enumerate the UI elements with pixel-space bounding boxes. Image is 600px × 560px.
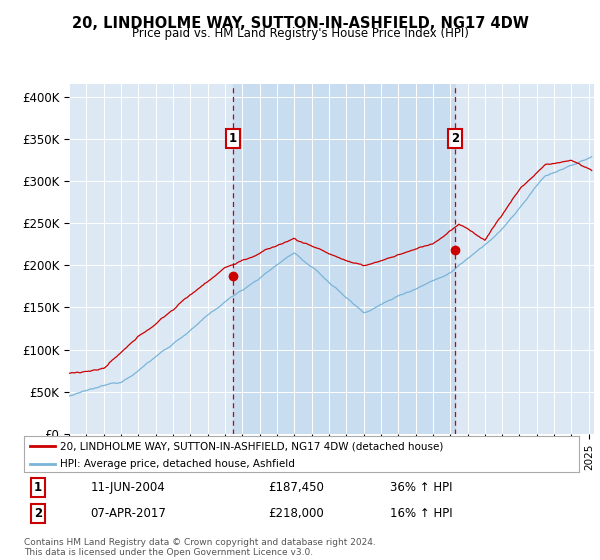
Bar — [233, 84, 455, 434]
Text: 16% ↑ HPI: 16% ↑ HPI — [391, 507, 453, 520]
Text: 1: 1 — [34, 482, 42, 494]
Text: 2: 2 — [451, 132, 459, 144]
Text: £218,000: £218,000 — [268, 507, 324, 520]
Text: 2: 2 — [34, 507, 42, 520]
Text: 1: 1 — [229, 132, 236, 144]
Text: £187,450: £187,450 — [268, 482, 324, 494]
Text: 36% ↑ HPI: 36% ↑ HPI — [391, 482, 453, 494]
Text: Contains HM Land Registry data © Crown copyright and database right 2024.
This d: Contains HM Land Registry data © Crown c… — [24, 538, 376, 557]
Text: 20, LINDHOLME WAY, SUTTON-IN-ASHFIELD, NG17 4DW (detached house): 20, LINDHOLME WAY, SUTTON-IN-ASHFIELD, N… — [60, 442, 443, 452]
Text: 07-APR-2017: 07-APR-2017 — [91, 507, 166, 520]
Text: 11-JUN-2004: 11-JUN-2004 — [91, 482, 166, 494]
Text: 20, LINDHOLME WAY, SUTTON-IN-ASHFIELD, NG17 4DW: 20, LINDHOLME WAY, SUTTON-IN-ASHFIELD, N… — [71, 16, 529, 31]
Text: Price paid vs. HM Land Registry's House Price Index (HPI): Price paid vs. HM Land Registry's House … — [131, 27, 469, 40]
Text: HPI: Average price, detached house, Ashfield: HPI: Average price, detached house, Ashf… — [60, 459, 295, 469]
